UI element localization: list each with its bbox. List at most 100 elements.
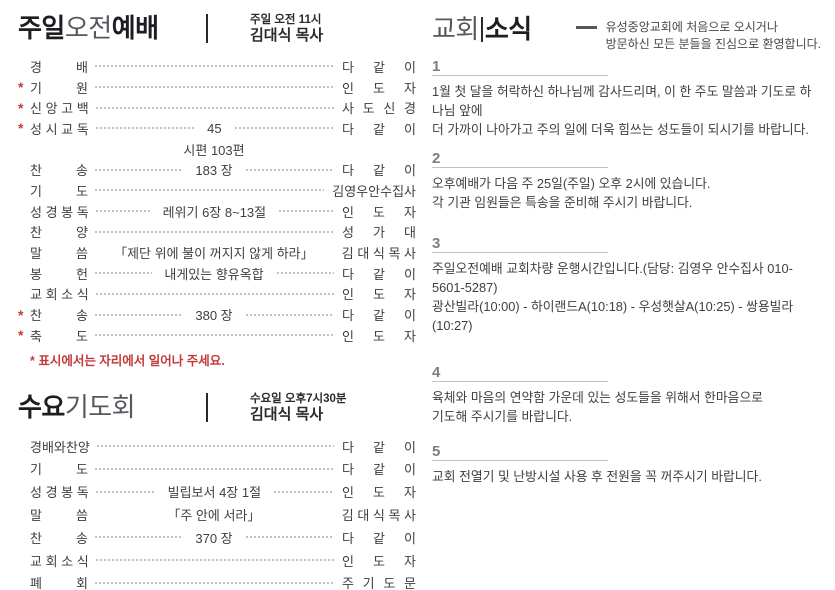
order-label: 말 씀 xyxy=(30,507,88,523)
service-pastor: 김대식 목사 xyxy=(250,405,324,423)
dotted-leader xyxy=(94,530,184,545)
service-row: 경 배 다 같 이 xyxy=(18,56,416,77)
dotted-leader xyxy=(244,162,335,177)
title-part-light: 오전 xyxy=(64,13,112,43)
news-item-number-rule: 2 xyxy=(432,151,608,168)
title-divider-bar xyxy=(480,16,483,42)
welcome-line: 방문하신 모든 분들을 진심으로 환영합니다. xyxy=(605,37,821,51)
order-label: 기 원 xyxy=(30,80,88,96)
order-label: 기 도 xyxy=(30,462,88,478)
order-assignee: 다 같 이 xyxy=(342,308,417,324)
order-assignee: 인 도 자 xyxy=(342,287,416,303)
dotted-leader xyxy=(94,307,184,322)
order-label: 폐 회 xyxy=(30,576,88,590)
dotted-leader xyxy=(94,461,334,476)
dotted-leader xyxy=(244,307,335,322)
news-item-number-rule: 3 xyxy=(432,236,608,253)
sunday-order-list: 경 배 다 같 이 * 기 원 인 도 자 * 신 앙 고 백 사 도 신 경 xyxy=(18,56,416,346)
news-item-number: 5 xyxy=(432,443,441,460)
service-row: 봉 헌 내게있는 향유옥합 다 같 이 xyxy=(18,263,416,284)
order-assignee: 인 도 자 xyxy=(342,204,417,220)
title-part-bold: 예배 xyxy=(111,13,159,43)
order-assignee: 다 같 이 xyxy=(342,439,416,455)
title-divider-bar xyxy=(206,392,208,422)
order-assignee: 인 도 자 xyxy=(342,80,416,96)
order-label: 찬 송 xyxy=(30,163,88,179)
news-item-1: 1 1월 첫 달을 허락하신 하나님께 감사드리며, 이 한 주도 말씀과 기도… xyxy=(432,59,821,139)
order-label: 신 앙 고 백 xyxy=(30,101,89,117)
news-item-number: 3 xyxy=(432,235,441,252)
dotted-leader xyxy=(233,121,334,136)
welcome-text: 유성중앙교회에 처음으로 오시거나 방문하신 모든 분들을 진심으로 환영합니다… xyxy=(606,19,821,53)
service-row-sermon: 말 씀 「제단 위에 불이 꺼지지 않게 하라」 김 대 식 목 사 xyxy=(18,242,416,263)
service-row: * 신 앙 고 백 사 도 신 경 xyxy=(18,97,416,118)
service-time: 수요일 오후7시30분 xyxy=(250,392,347,405)
service-row: 성 경 봉 독 레위기 6장 8~13절 인 도 자 xyxy=(18,201,416,222)
news-item-number-rule: 5 xyxy=(432,444,608,461)
order-label: 경배와찬양 xyxy=(30,439,90,455)
order-label: 축 도 xyxy=(30,328,88,344)
dotted-leader xyxy=(94,484,156,499)
order-detail: 내게있는 향유옥합 xyxy=(164,266,264,282)
welcome-line: 유성중앙교회에 처음으로 오시거나 xyxy=(605,20,778,34)
order-assignee: 인 도 자 xyxy=(342,328,416,344)
order-label: 성 시 교 독 xyxy=(30,121,89,137)
service-row: 찬 송 183 장 다 같 이 xyxy=(18,159,416,180)
service-row: 기 도 다 같 이 xyxy=(18,457,416,480)
dotted-leader xyxy=(95,439,334,454)
wednesday-service-info: 수요일 오후7시30분 김대식 목사 xyxy=(250,391,346,424)
order-label: 성 경 봉 독 xyxy=(30,204,89,220)
order-assignee: 김영우안수집사 xyxy=(332,183,416,199)
title-part-bold: 소식 xyxy=(484,14,532,44)
order-label: 말 씀 xyxy=(30,246,88,262)
order-assignee: 다 같 이 xyxy=(342,462,416,478)
service-row: * 축 도 인 도 자 xyxy=(18,325,416,346)
dotted-leader xyxy=(94,100,334,115)
news-item-3: 3 주일오전예배 교회차량 운행시간입니다.(담당: 김영우 안수집사 010-… xyxy=(432,236,821,335)
news-item-number: 1 xyxy=(432,58,441,75)
service-row: 폐 회 주 기 도 문 xyxy=(18,571,416,590)
title-part-light: 교회 xyxy=(432,14,479,44)
dotted-leader xyxy=(278,204,335,219)
service-pastor: 김대식 목사 xyxy=(250,27,324,44)
order-assignee: 김 대 식 목 사 xyxy=(341,246,416,262)
title-part-bold: 수요 xyxy=(18,391,65,422)
order-detail: 레위기 6장 8~13절 xyxy=(162,204,267,220)
order-detail: 시편 103편 xyxy=(183,142,245,158)
sunday-service-section: 주일오전예배 주일 오전 11시 김대식 목사 경 배 다 같 이 * 기 원 xyxy=(18,12,416,369)
dash-icon xyxy=(575,26,597,29)
service-row: 찬 송 370 장 다 같 이 xyxy=(18,526,416,549)
dotted-leader xyxy=(275,266,335,281)
dotted-leader xyxy=(94,266,153,281)
order-label: 찬 양 xyxy=(30,225,88,241)
sunday-service-info: 주일 오전 11시 김대식 목사 xyxy=(250,12,323,45)
dotted-leader xyxy=(94,183,325,198)
wednesday-service-header: 수요기도회 수요일 오후7시30분 김대식 목사 xyxy=(18,391,416,429)
service-row: 찬 양 성 가 대 xyxy=(18,222,416,243)
sermon-title: 「제단 위에 불이 꺼지지 않게 하라」 xyxy=(114,246,314,262)
dotted-leader xyxy=(94,162,184,177)
order-label: 경 배 xyxy=(30,59,88,75)
service-row: 기 도 김영우안수집사 xyxy=(18,180,416,201)
order-label: 기 도 xyxy=(30,183,88,199)
sunday-service-title: 주일오전예배 xyxy=(18,12,194,44)
sunday-service-header: 주일오전예배 주일 오전 11시 김대식 목사 xyxy=(18,12,416,50)
news-item-text: 1월 첫 달을 허락하신 하나님께 감사드리며, 이 한 주도 말씀과 기도로 … xyxy=(432,82,821,139)
service-row-sermon: 말 씀 「주 안에 서라」 김 대 식 목 사 xyxy=(18,503,416,526)
order-label: 봉 헌 xyxy=(30,266,88,282)
title-divider-bar xyxy=(206,14,208,43)
news-item-text: 육체와 마음의 연약함 가운데 있는 성도들을 위해서 한마음으로 기도해 주시… xyxy=(432,388,821,426)
dotted-leader xyxy=(94,121,196,136)
order-assignee: 다 같 이 xyxy=(342,163,417,179)
dotted-leader xyxy=(94,575,334,590)
dotted-leader xyxy=(94,328,334,343)
church-news-column: 교회 소식 유성중앙교회에 처음으로 오시거나 방문하신 모든 분들을 진심으로 … xyxy=(420,0,835,590)
title-part-light: 기도회 xyxy=(64,391,136,422)
news-item-number-rule: 1 xyxy=(432,59,608,76)
order-assignee: 김 대 식 목 사 xyxy=(341,507,416,523)
service-subrow: 시편 103편 xyxy=(18,139,416,160)
order-assignee: 성 가 대 xyxy=(342,225,416,241)
title-part-bold: 주일 xyxy=(18,13,65,43)
news-item-number: 4 xyxy=(432,364,441,381)
order-assignee: 인 도 자 xyxy=(342,485,417,501)
